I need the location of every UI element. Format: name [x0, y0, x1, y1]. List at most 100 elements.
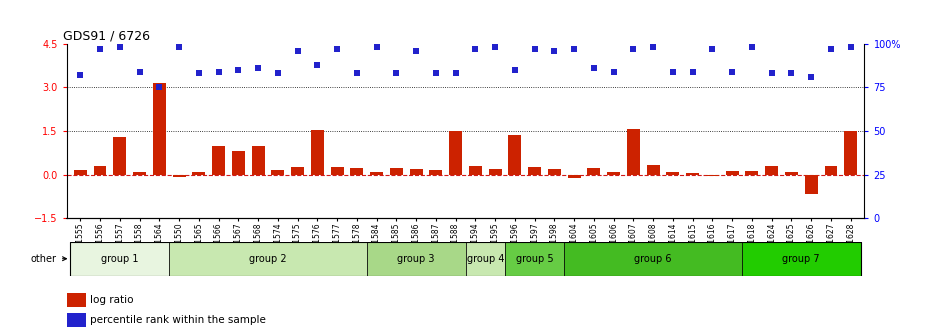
Point: [725, 69, 740, 74]
Bar: [508, 135, 522, 175]
Text: percentile rank within the sample: percentile rank within the sample: [90, 315, 266, 325]
Bar: [647, 165, 659, 175]
Point: [547, 48, 562, 53]
Bar: [766, 166, 778, 175]
Text: group 2: group 2: [249, 254, 287, 264]
Point: [764, 71, 779, 76]
Point: [191, 71, 206, 76]
Point: [507, 67, 522, 73]
Bar: [469, 166, 482, 175]
Text: group 5: group 5: [516, 254, 554, 264]
Bar: [232, 152, 245, 175]
Point: [843, 44, 858, 50]
Point: [566, 46, 581, 52]
Point: [350, 71, 365, 76]
Point: [73, 73, 88, 78]
Point: [527, 46, 542, 52]
Point: [685, 69, 700, 74]
Point: [606, 69, 621, 74]
Text: group 1: group 1: [101, 254, 139, 264]
Point: [369, 44, 384, 50]
Bar: [785, 172, 798, 175]
Point: [824, 46, 839, 52]
Point: [152, 85, 167, 90]
Point: [330, 46, 345, 52]
Point: [389, 71, 404, 76]
Bar: [607, 172, 620, 175]
Point: [784, 71, 799, 76]
Point: [112, 44, 127, 50]
Bar: [70, 242, 169, 276]
Bar: [466, 242, 505, 276]
Point: [804, 74, 819, 80]
Bar: [351, 168, 363, 175]
Text: log ratio: log ratio: [90, 295, 134, 305]
Bar: [252, 145, 264, 175]
Bar: [449, 131, 462, 175]
Point: [646, 44, 661, 50]
Bar: [825, 166, 837, 175]
Bar: [94, 166, 106, 175]
Bar: [742, 242, 861, 276]
Point: [251, 66, 266, 71]
Point: [705, 46, 720, 52]
Bar: [805, 175, 818, 194]
Bar: [66, 293, 86, 307]
Text: other: other: [31, 254, 66, 264]
Point: [744, 44, 759, 50]
Bar: [74, 170, 86, 175]
Point: [92, 46, 107, 52]
Text: group 4: group 4: [466, 254, 504, 264]
Bar: [409, 169, 423, 175]
Bar: [113, 137, 126, 175]
Bar: [193, 172, 205, 175]
Point: [408, 48, 424, 53]
Bar: [726, 171, 738, 175]
Text: group 6: group 6: [635, 254, 672, 264]
Bar: [488, 169, 502, 175]
Bar: [272, 170, 284, 175]
Bar: [429, 170, 443, 175]
Bar: [331, 167, 344, 175]
Bar: [564, 242, 742, 276]
Bar: [311, 130, 324, 175]
Point: [231, 67, 246, 73]
Point: [290, 48, 305, 53]
Point: [270, 71, 285, 76]
Text: group 7: group 7: [783, 254, 820, 264]
Point: [487, 44, 503, 50]
Point: [132, 69, 147, 74]
Bar: [367, 242, 466, 276]
Point: [626, 46, 641, 52]
Bar: [706, 175, 719, 176]
Bar: [153, 83, 165, 175]
Bar: [370, 172, 383, 175]
Bar: [133, 172, 146, 175]
Bar: [746, 171, 758, 175]
Bar: [667, 172, 679, 175]
Bar: [587, 168, 600, 175]
Point: [172, 44, 187, 50]
Bar: [528, 167, 542, 175]
Bar: [568, 175, 580, 178]
Bar: [173, 175, 185, 177]
Bar: [548, 169, 560, 175]
Point: [428, 71, 444, 76]
Point: [467, 46, 483, 52]
Point: [310, 62, 325, 67]
Bar: [66, 313, 86, 327]
Point: [586, 66, 601, 71]
Bar: [505, 242, 564, 276]
Point: [211, 69, 226, 74]
Bar: [845, 131, 857, 175]
Text: group 3: group 3: [397, 254, 435, 264]
Point: [665, 69, 680, 74]
Bar: [390, 168, 403, 175]
Bar: [169, 242, 367, 276]
Point: [448, 71, 464, 76]
Text: GDS91 / 6726: GDS91 / 6726: [63, 30, 149, 43]
Bar: [212, 145, 225, 175]
Bar: [292, 167, 304, 175]
Bar: [686, 173, 699, 175]
Bar: [627, 129, 639, 175]
